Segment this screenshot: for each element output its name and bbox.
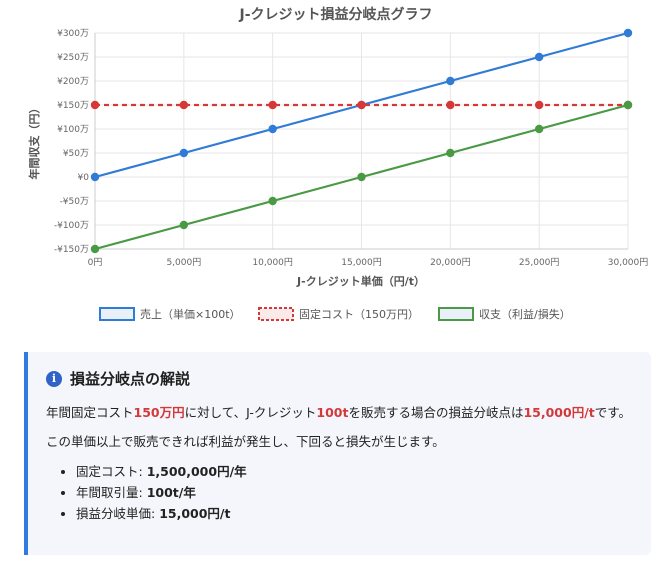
data-point — [268, 196, 277, 206]
explanation-summary: 年間固定コスト150万円に対して、J-クレジット100tを販売する場合の損益分岐… — [46, 403, 633, 423]
legend-swatch — [258, 307, 294, 321]
data-point — [357, 100, 366, 110]
summary-text-4: です。 — [594, 405, 632, 420]
series-2 — [90, 100, 633, 110]
highlight-volume: 100t — [316, 405, 349, 420]
y-tick-label: ¥50万 — [63, 149, 89, 159]
legend-item-2[interactable]: 固定コスト（150万円） — [258, 307, 419, 321]
legend-item-3[interactable]: 収支（利益/損失） — [438, 307, 571, 321]
x-axis-ticks: 0円 5,000円 10,000円 15,000円 20,000円 25,000円 30,0… — [88, 257, 649, 268]
info-icon: i — [46, 370, 62, 387]
explanation-header: i 損益分岐点の解説 — [46, 368, 633, 389]
explanation-title: 損益分岐点の解説 — [70, 370, 191, 388]
data-point — [268, 100, 277, 110]
x-tick-label: 20,000円 — [430, 257, 471, 268]
summary-text-2: に対して、J-クレジット — [184, 405, 317, 420]
legend: 売上（単価×100t） 固定コスト（150万円） 収支（利益/損失） — [99, 307, 571, 321]
data-point — [179, 100, 189, 110]
x-tick-label: 30,000円 — [608, 257, 649, 268]
data-point — [623, 28, 633, 38]
y-tick-label: -¥50万 — [60, 197, 89, 207]
data-point — [357, 172, 366, 182]
data-point — [446, 76, 455, 86]
legend-item-1[interactable]: 売上（単価×100t） — [99, 307, 241, 321]
x-tick-label: 15,000円 — [341, 257, 382, 268]
data-point — [90, 172, 100, 182]
legend-label: 固定コスト（150万円） — [299, 307, 419, 321]
data-point — [534, 52, 544, 62]
series-3 — [90, 100, 633, 254]
legend-swatch — [99, 307, 135, 321]
x-tick-label: 5,000円 — [166, 257, 201, 268]
chart-title: J-クレジット損益分岐点グラフ — [238, 6, 432, 23]
data-point — [623, 100, 633, 110]
y-tick-label: ¥250万 — [57, 53, 89, 63]
fact-item-break-even: 損益分岐単価: 15,000円/t — [76, 503, 633, 524]
data-point — [90, 244, 100, 254]
x-tick-label: 10,000円 — [252, 257, 293, 268]
data-point — [534, 100, 544, 110]
x-tick-label: 0円 — [88, 257, 103, 268]
y-axis-label: 年間収支（円） — [27, 103, 41, 180]
explanation-panel: i 損益分岐点の解説 年間固定コスト150万円に対して、J-クレジット100tを… — [24, 352, 651, 555]
y-tick-label: ¥300万 — [57, 29, 89, 39]
grid — [94, 32, 629, 250]
summary-text-1: 年間固定コスト — [46, 405, 134, 420]
data-point — [446, 148, 455, 158]
fact-item-fixed-cost: 固定コスト: 1,500,000円/年 — [76, 461, 633, 482]
y-tick-label: ¥0 — [78, 173, 90, 183]
data-point — [179, 148, 189, 158]
y-tick-label: ¥150万 — [57, 101, 89, 111]
highlight-break-even-price: 15,000円/t — [523, 405, 595, 420]
y-tick-label: ¥200万 — [57, 77, 89, 87]
y-tick-label: ¥100万 — [57, 125, 89, 135]
y-tick-label: -¥150万 — [54, 245, 89, 255]
y-tick-label: -¥100万 — [54, 221, 89, 231]
x-tick-label: 25,000円 — [519, 257, 560, 268]
legend-swatch — [438, 307, 474, 321]
summary-text-3: を販売する場合の損益分岐点は — [348, 405, 524, 420]
fact-item-volume: 年間取引量: 100t/年 — [76, 482, 633, 503]
explanation-note: この単価以上で販売できれば利益が発生し、下回ると損失が生じます。 — [46, 434, 445, 449]
series — [90, 28, 633, 254]
legend-label: 収支（利益/損失） — [479, 307, 571, 321]
y-axis-ticks: ¥300万 ¥250万 ¥200万 ¥150万 ¥100万 ¥50万 ¥0 -¥50万 -¥10… — [54, 29, 89, 255]
data-point — [534, 124, 544, 134]
highlight-fixed-cost: 150万円 — [133, 405, 185, 420]
data-point — [268, 124, 277, 134]
data-point — [179, 220, 189, 230]
x-axis-label: J-クレジット単価（円/t） — [296, 274, 425, 288]
data-point — [90, 100, 100, 110]
break-even-chart: J-クレジット損益分岐点グラフ ¥300万 ¥250万 ¥200万 ¥150万 ¥100… — [27, 6, 649, 321]
data-point — [446, 100, 455, 110]
facts-list: 固定コスト: 1,500,000円/年 年間取引量: 100t/年 損益分岐単価… — [46, 461, 633, 524]
legend-label: 売上（単価×100t） — [140, 307, 241, 321]
